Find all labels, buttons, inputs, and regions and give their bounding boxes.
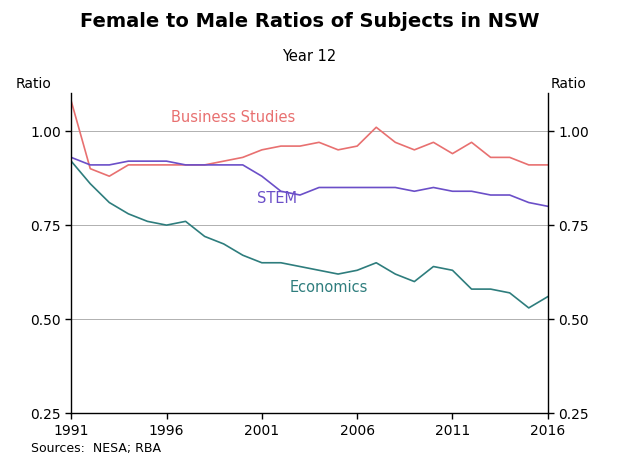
Text: Year 12: Year 12 [282,49,337,64]
Text: Economics: Economics [289,280,368,295]
Text: STEM: STEM [257,191,297,206]
Text: Business Studies: Business Studies [171,110,295,125]
Text: Ratio: Ratio [551,77,587,91]
Text: Female to Male Ratios of Subjects in NSW: Female to Male Ratios of Subjects in NSW [80,12,539,31]
Text: Sources:  NESA; RBA: Sources: NESA; RBA [31,442,161,455]
Text: Ratio: Ratio [15,77,51,91]
